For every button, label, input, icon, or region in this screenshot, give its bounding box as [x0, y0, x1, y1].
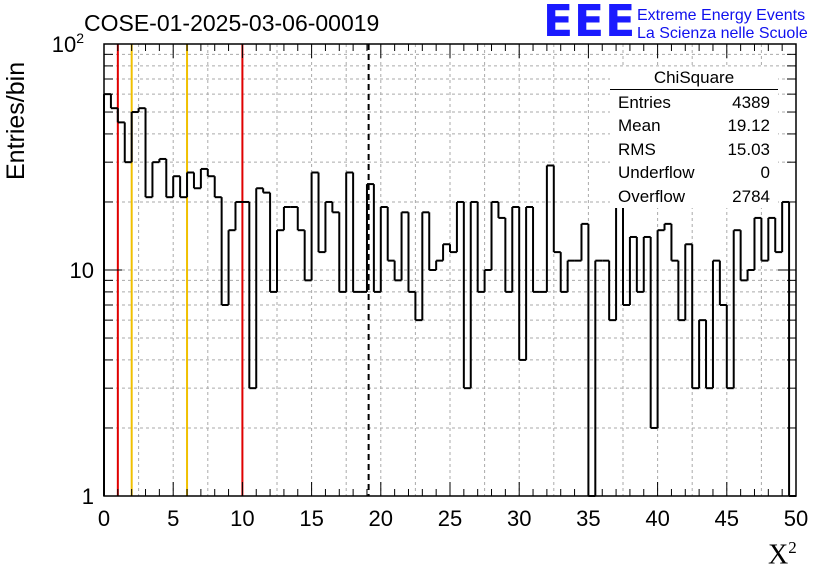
chart-title: COSE-01-2025-03-06-00019 — [84, 10, 380, 36]
stats-label: Entries — [618, 93, 671, 112]
x-axis-label: X2 — [768, 538, 797, 571]
stats-value: 2784 — [732, 186, 770, 206]
stats-row-mean: Mean 19.12 — [610, 114, 778, 137]
stats-label: Overflow — [618, 186, 686, 206]
stats-value: 0 — [760, 163, 770, 183]
stats-row-overflow: Overflow 2784 — [610, 185, 778, 208]
logo-line-2: La Scienza nelle Scuole — [637, 25, 808, 42]
stats-value: 19.12 — [727, 116, 770, 136]
stats-row-entries: Entries 4389 — [610, 91, 778, 114]
stats-label: Mean — [618, 116, 661, 136]
stats-row-underflow: Underflow 0 — [610, 161, 778, 184]
y-tick-label: 102 — [52, 30, 84, 57]
x-tick-label: 20 — [369, 506, 393, 531]
x-axis-label-superscript: 2 — [788, 538, 797, 557]
eee-logo: EEE — [543, 0, 637, 47]
stats-label: RMS — [618, 139, 656, 159]
x-tick-label: 5 — [167, 506, 179, 531]
x-tick-label: 10 — [230, 506, 254, 531]
stats-box: ChiSquare Entries 4389 Mean 19.12 RMS 15.03… — [610, 67, 778, 208]
x-tick-label: 30 — [507, 506, 531, 531]
x-tick-label: 50 — [784, 506, 808, 531]
stats-value: 4389 — [732, 93, 770, 112]
stats-label: Underflow — [618, 163, 695, 183]
y-tick-label-exponent: 2 — [76, 30, 84, 46]
x-tick-label: 25 — [438, 506, 462, 531]
y-axis-label: Entries/bin — [2, 61, 30, 180]
logo-line-1: Extreme Energy Events — [637, 7, 806, 24]
y-tick-label: 10 — [70, 258, 94, 283]
x-tick-label: 40 — [645, 506, 669, 531]
x-tick-label: 45 — [715, 506, 739, 531]
x-tick-label: 0 — [98, 506, 110, 531]
stats-row-rms: RMS 15.03 — [610, 138, 778, 161]
y-tick-label: 1 — [82, 484, 94, 509]
stats-value: 15.03 — [727, 139, 770, 159]
x-tick-label: 35 — [576, 506, 600, 531]
x-tick-label: 15 — [299, 506, 323, 531]
stats-title: ChiSquare — [610, 67, 778, 90]
